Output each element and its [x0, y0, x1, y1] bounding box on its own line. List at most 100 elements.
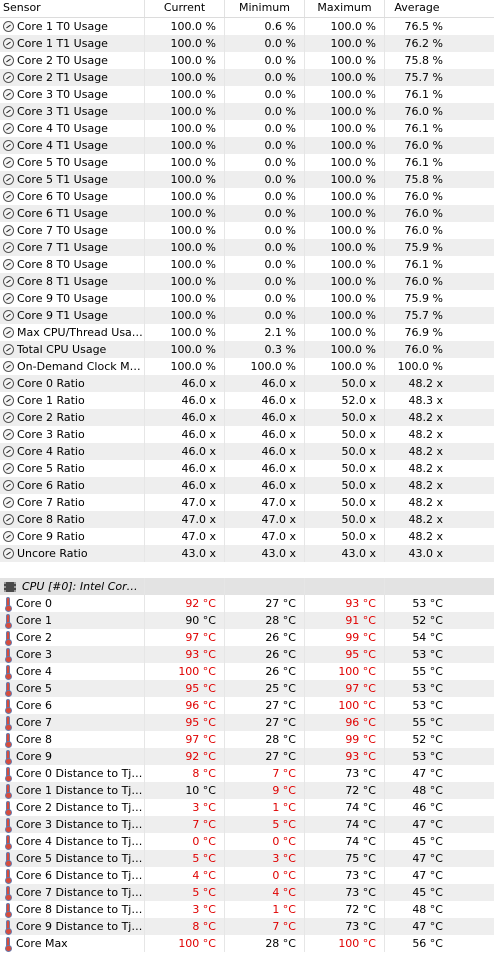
sensor-name: Core 3 Distance to TjMAX [16, 818, 144, 831]
maximum-value: 73 °C [305, 884, 385, 901]
table-row[interactable]: Core 6 T1 Usage 100.0 % 0.0 % 100.0 % 76.0 % [0, 205, 494, 222]
table-row[interactable]: Core 2 97 °C 26 °C 99 °C 54 °C [0, 629, 494, 646]
minimum-value: 0.0 % [225, 171, 305, 188]
table-row[interactable]: Core 8 Distance to TjMAX 3 °C 1 °C 72 °C 48 … [0, 901, 494, 918]
table-row[interactable]: Core 5 T0 Usage 100.0 % 0.0 % 100.0 % 76.1 % [0, 154, 494, 171]
sensor-name: Core 2 T1 Usage [17, 71, 108, 84]
table-row[interactable]: Core 0 Ratio 46.0 x 46.0 x 50.0 x 48.2 x [0, 375, 494, 392]
average-value: 76.0 % [404, 190, 443, 203]
current-value: 100.0 % [145, 86, 225, 103]
current-value: 90 °C [145, 612, 225, 629]
table-row[interactable]: Core 3 Ratio 46.0 x 46.0 x 50.0 x 48.2 x [0, 426, 494, 443]
maximum-value: 100.0 % [305, 273, 385, 290]
table-row[interactable]: Core 1 Ratio 46.0 x 46.0 x 52.0 x 48.3 x [0, 392, 494, 409]
table-row[interactable]: Core 8 T1 Usage 100.0 % 0.0 % 100.0 % 76.0 % [0, 273, 494, 290]
table-row[interactable]: Core 3 Distance to TjMAX 7 °C 5 °C 74 °C 47 … [0, 816, 494, 833]
table-row[interactable]: Core 4 T1 Usage 100.0 % 0.0 % 100.0 % 76.0 % [0, 137, 494, 154]
table-row[interactable]: Core 1 T1 Usage 100.0 % 0.0 % 100.0 % 76.2 % [0, 35, 494, 52]
minimum-value: 0.6 % [225, 18, 305, 35]
sensor-cell: Core 8 Ratio [0, 511, 145, 528]
table-row[interactable]: Max CPU/Thread Usage 100.0 % 2.1 % 100.0 % 7… [0, 324, 494, 341]
table-row[interactable]: Core 7 Distance to TjMAX 5 °C 4 °C 73 °C 45 … [0, 884, 494, 901]
table-row[interactable]: Core 2 Distance to TjMAX 3 °C 1 °C 74 °C 46 … [0, 799, 494, 816]
table-row[interactable]: Core 7 T1 Usage 100.0 % 0.0 % 100.0 % 75.9 % [0, 239, 494, 256]
table-row[interactable]: Uncore Ratio 43.0 x 43.0 x 43.0 x 43.0 x [0, 545, 494, 562]
sensor-name: Core 5 Distance to TjMAX [16, 852, 144, 865]
maximum-value: 50.0 x [305, 477, 385, 494]
table-row[interactable]: On-Demand Clock Mod... 100.0 % 100.0 % 100.… [0, 358, 494, 375]
column-header-sensor[interactable]: Sensor [0, 0, 145, 17]
gauge-icon [3, 293, 14, 304]
table-row[interactable]: Core 9 T1 Usage 100.0 % 0.0 % 100.0 % 75.7 % [0, 307, 494, 324]
sensor-name: Core 2 Distance to TjMAX [16, 801, 144, 814]
average-value: 48.2 x [408, 445, 444, 458]
column-header-average[interactable]: Average [394, 1, 440, 14]
table-row[interactable]: Core 4 T0 Usage 100.0 % 0.0 % 100.0 % 76.1 % [0, 120, 494, 137]
table-row[interactable]: Core 5 Ratio 46.0 x 46.0 x 50.0 x 48.2 x [0, 460, 494, 477]
sensor-cell: Core 5 [0, 680, 145, 697]
table-row[interactable]: Total CPU Usage 100.0 % 0.3 % 100.0 % 76.0 % [0, 341, 494, 358]
sensor-name: Core 9 T0 Usage [17, 292, 108, 305]
thermometer-icon [5, 750, 12, 765]
table-row[interactable]: Core 5 T1 Usage 100.0 % 0.0 % 100.0 % 75.8 % [0, 171, 494, 188]
table-row[interactable]: Core 9 92 °C 27 °C 93 °C 53 °C [0, 748, 494, 765]
cpu-chip-icon [4, 581, 16, 592]
table-row[interactable]: Core 6 96 °C 27 °C 100 °C 53 °C [0, 697, 494, 714]
average-value: 47 °C [412, 920, 443, 933]
current-value: 46.0 x [145, 443, 225, 460]
sensor-cell: Core 9 Distance to TjMAX [0, 918, 145, 935]
table-row[interactable]: Core 9 Distance to TjMAX 8 °C 7 °C 73 °C 47 … [0, 918, 494, 935]
table-row[interactable]: Core 3 T1 Usage 100.0 % 0.0 % 100.0 % 76.0 % [0, 103, 494, 120]
sensor-cell: Core 8 T0 Usage [0, 256, 145, 273]
column-header-minimum[interactable]: Minimum [225, 0, 305, 17]
sensor-cell: Core 4 Distance to TjMAX [0, 833, 145, 850]
maximum-value: 100.0 % [305, 290, 385, 307]
gauge-icon [3, 89, 14, 100]
current-value: 93 °C [145, 646, 225, 663]
table-row[interactable]: Core 4 Ratio 46.0 x 46.0 x 50.0 x 48.2 x [0, 443, 494, 460]
minimum-value: 0.0 % [225, 35, 305, 52]
table-row[interactable]: Core 6 T0 Usage 100.0 % 0.0 % 100.0 % 76.0 % [0, 188, 494, 205]
usage-section: Core 1 T0 Usage 100.0 % 0.6 % 100.0 % 76.5 %… [0, 18, 494, 562]
table-row[interactable]: Core 8 T0 Usage 100.0 % 0.0 % 100.0 % 76.1 % [0, 256, 494, 273]
gauge-icon [3, 327, 14, 338]
column-header-maximum[interactable]: Maximum [305, 0, 385, 17]
table-row[interactable]: Core 2 Ratio 46.0 x 46.0 x 50.0 x 48.2 x [0, 409, 494, 426]
table-row[interactable]: Core 6 Distance to TjMAX 4 °C 0 °C 73 °C 47 … [0, 867, 494, 884]
sensor-name: Core 7 Ratio [17, 496, 85, 509]
current-value: 100.0 % [145, 290, 225, 307]
sensor-name: Core 4 Ratio [17, 445, 85, 458]
table-row[interactable]: Core 0 92 °C 27 °C 93 °C 53 °C [0, 595, 494, 612]
table-row[interactable]: Core 9 Ratio 47.0 x 47.0 x 50.0 x 48.2 x [0, 528, 494, 545]
column-header-current[interactable]: Current [145, 0, 225, 17]
table-row[interactable]: Core 2 T0 Usage 100.0 % 0.0 % 100.0 % 75.8 % [0, 52, 494, 69]
table-row[interactable]: Core 7 Ratio 47.0 x 47.0 x 50.0 x 48.2 x [0, 494, 494, 511]
table-row[interactable]: Core 1 T0 Usage 100.0 % 0.6 % 100.0 % 76.5 % [0, 18, 494, 35]
table-row[interactable]: Core 7 95 °C 27 °C 96 °C 55 °C [0, 714, 494, 731]
table-row[interactable]: Core 2 T1 Usage 100.0 % 0.0 % 100.0 % 75.7 % [0, 69, 494, 86]
table-row[interactable]: Core 5 Distance to TjMAX 5 °C 3 °C 75 °C 47 … [0, 850, 494, 867]
table-row[interactable]: Core 4 Distance to TjMAX 0 °C 0 °C 74 °C 45 … [0, 833, 494, 850]
average-value: 53 °C [412, 750, 443, 763]
group-row-cpu[interactable]: CPU [#0]: Intel Core i9... [0, 578, 494, 595]
table-row[interactable]: Core 3 T0 Usage 100.0 % 0.0 % 100.0 % 76.1 % [0, 86, 494, 103]
table-row[interactable]: Core 8 Ratio 47.0 x 47.0 x 50.0 x 48.2 x [0, 511, 494, 528]
table-row[interactable]: Core 3 93 °C 26 °C 95 °C 53 °C [0, 646, 494, 663]
table-row[interactable]: Core 1 Distance to TjMAX 10 °C 9 °C 72 °C 48… [0, 782, 494, 799]
table-row[interactable]: Core 1 90 °C 28 °C 91 °C 52 °C [0, 612, 494, 629]
table-row[interactable]: Core 9 T0 Usage 100.0 % 0.0 % 100.0 % 75.9 % [0, 290, 494, 307]
sensor-cell: Core 7 Ratio [0, 494, 145, 511]
table-row[interactable]: Core 8 97 °C 28 °C 99 °C 52 °C [0, 731, 494, 748]
average-value: 55 °C [412, 716, 443, 729]
table-row[interactable]: Core 0 Distance to TjMAX 8 °C 7 °C 73 °C 47 … [0, 765, 494, 782]
sensor-cell: Core 8 Distance to TjMAX [0, 901, 145, 918]
table-row[interactable]: Core 4 100 °C 26 °C 100 °C 55 °C [0, 663, 494, 680]
table-row[interactable]: Core 5 95 °C 25 °C 97 °C 53 °C [0, 680, 494, 697]
table-row[interactable]: Core 7 T0 Usage 100.0 % 0.0 % 100.0 % 76.0 % [0, 222, 494, 239]
table-row[interactable]: Core Max 100 °C 28 °C 100 °C 56 °C [0, 935, 494, 952]
maximum-value: 73 °C [305, 765, 385, 782]
sensor-name: Core 9 [16, 750, 52, 763]
table-row[interactable]: Core 6 Ratio 46.0 x 46.0 x 50.0 x 48.2 x [0, 477, 494, 494]
thermometer-icon [5, 614, 12, 629]
sensor-name: Core 0 Ratio [17, 377, 85, 390]
